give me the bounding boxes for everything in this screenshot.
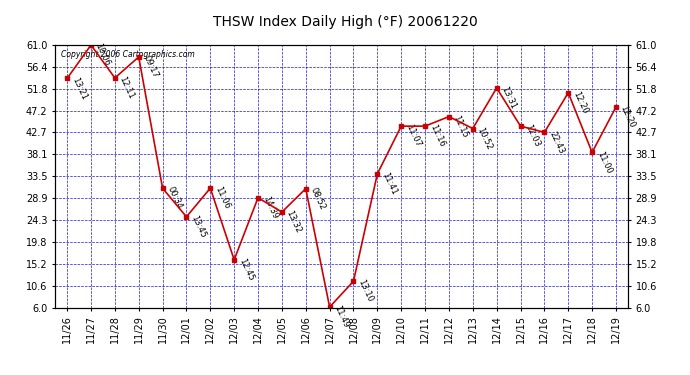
- Text: 11:49: 11:49: [333, 304, 351, 330]
- Text: 13:45: 13:45: [189, 214, 208, 240]
- Text: 13:10: 13:10: [356, 279, 375, 304]
- Text: 22:43: 22:43: [547, 130, 565, 155]
- Text: 13:31: 13:31: [500, 85, 518, 111]
- Text: 11:15: 11:15: [452, 114, 470, 139]
- Text: 08:52: 08:52: [308, 186, 327, 211]
- Text: 11:06: 11:06: [213, 185, 231, 211]
- Text: 10:52: 10:52: [475, 126, 494, 151]
- Text: THSW Index Daily High (°F) 20061220: THSW Index Daily High (°F) 20061220: [213, 15, 477, 29]
- Text: 12:20: 12:20: [619, 104, 637, 130]
- Text: 10:06: 10:06: [94, 42, 112, 68]
- Text: 11:41: 11:41: [380, 171, 398, 196]
- Text: 00:34: 00:34: [166, 185, 184, 211]
- Text: Copyright 2006 Cartographics.com: Copyright 2006 Cartographics.com: [61, 50, 195, 59]
- Text: 11:00: 11:00: [595, 150, 613, 175]
- Text: 13:32: 13:32: [285, 209, 303, 235]
- Text: 11:16: 11:16: [428, 123, 446, 149]
- Text: 11:07: 11:07: [404, 123, 422, 149]
- Text: 12:11: 12:11: [117, 75, 136, 100]
- Text: 12:45: 12:45: [237, 257, 255, 282]
- Text: 09:17: 09:17: [141, 54, 160, 80]
- Text: 12:03: 12:03: [523, 123, 542, 149]
- Text: 13:21: 13:21: [70, 76, 88, 101]
- Text: 14:39: 14:39: [261, 195, 279, 220]
- Text: 12:20: 12:20: [571, 90, 589, 115]
